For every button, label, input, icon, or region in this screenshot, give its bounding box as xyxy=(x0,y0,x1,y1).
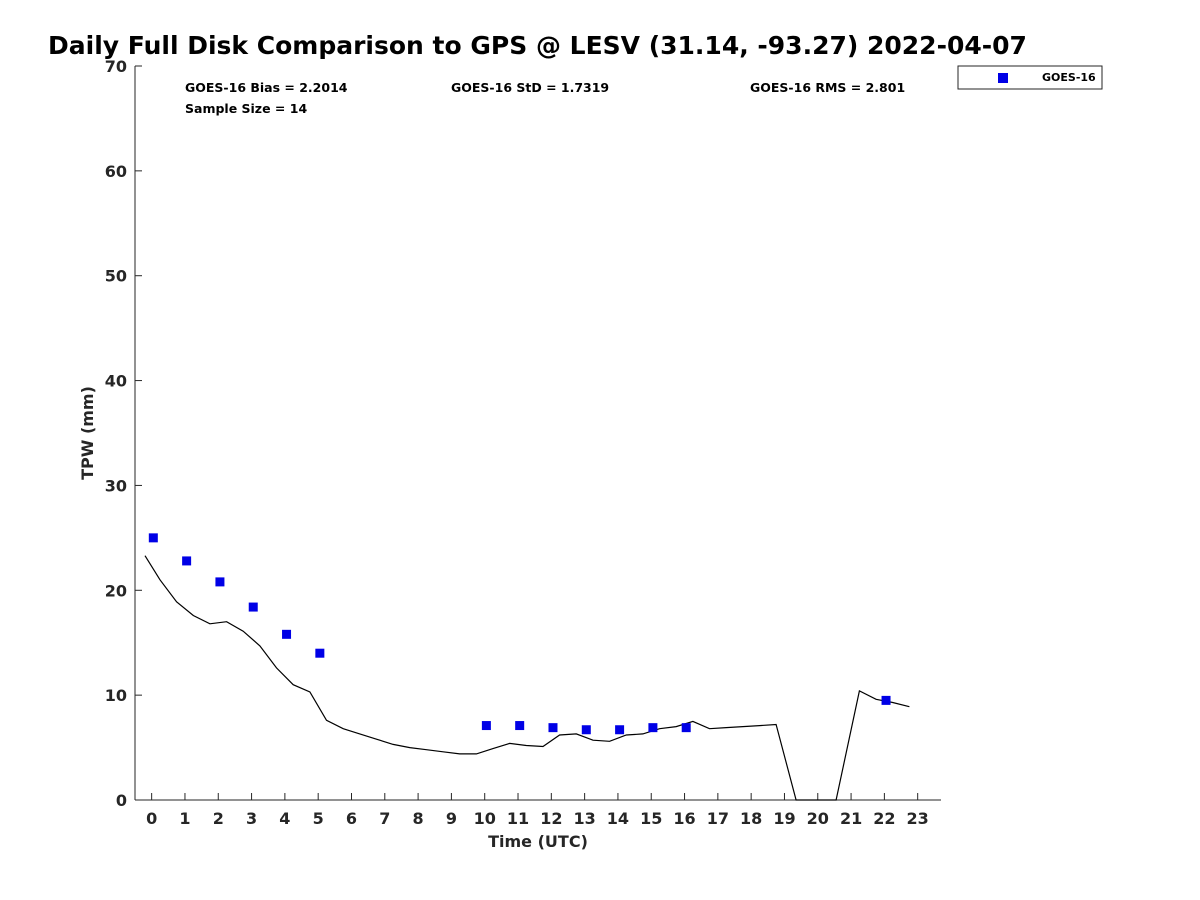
goes16-point xyxy=(648,723,658,733)
y-tick-label: 50 xyxy=(105,267,127,286)
goes16-point xyxy=(248,602,258,612)
x-tick-label: 3 xyxy=(246,809,257,828)
y-tick-label: 20 xyxy=(105,581,127,600)
x-tick-label: 5 xyxy=(313,809,324,828)
legend-marker-goes16 xyxy=(998,73,1008,83)
x-axis-label: Time (UTC) xyxy=(488,832,588,851)
gps-line xyxy=(144,555,910,801)
y-axis: 0 10 20 30 40 50 60 70 xyxy=(105,57,142,810)
x-tick-label: 16 xyxy=(673,809,695,828)
x-tick-label: 22 xyxy=(873,809,895,828)
x-tick-label: 19 xyxy=(773,809,795,828)
x-tick-label: 9 xyxy=(446,809,457,828)
x-tick-label: 7 xyxy=(379,809,390,828)
x-tick-label: 6 xyxy=(346,809,357,828)
x-tick-label: 11 xyxy=(507,809,529,828)
y-tick-label: 60 xyxy=(105,162,127,181)
x-axis: 0 1 2 3 4 5 6 7 8 9 10 11 12 13 14 15 16 17 18 19 20 21 22 23 xyxy=(146,793,929,828)
x-tick-label: 8 xyxy=(413,809,424,828)
y-tick-label: 40 xyxy=(105,372,127,391)
legend-box xyxy=(957,65,1103,90)
y-tick-label: 70 xyxy=(105,57,127,76)
series-layer xyxy=(144,533,910,801)
goes16-point xyxy=(581,725,591,735)
x-tick-label: 4 xyxy=(279,809,290,828)
chart-title: Daily Full Disk Comparison to GPS @ LESV… xyxy=(48,31,1027,60)
std-stat: GOES-16 StD = 1.7319 xyxy=(451,80,609,95)
sample-size-stat: Sample Size = 14 xyxy=(185,101,307,116)
goes16-point xyxy=(315,648,325,658)
goes16-point xyxy=(481,721,491,731)
x-tick-label: 17 xyxy=(707,809,729,828)
y-axis-label: TPW (mm) xyxy=(78,386,97,480)
goes16-point xyxy=(515,721,525,731)
x-tick-label: 18 xyxy=(740,809,762,828)
x-tick-label: 13 xyxy=(573,809,595,828)
x-tick-label: 23 xyxy=(907,809,929,828)
x-tick-label: 20 xyxy=(807,809,829,828)
x-tick-label: 10 xyxy=(474,809,496,828)
goes16-point xyxy=(148,533,158,543)
goes16-point xyxy=(681,723,691,733)
y-tick-label: 0 xyxy=(116,791,127,810)
x-tick-label: 14 xyxy=(607,809,629,828)
bias-stat: GOES-16 Bias = 2.2014 xyxy=(185,80,348,95)
goes16-point xyxy=(282,629,292,639)
goes16-point xyxy=(215,577,225,587)
legend: GOES-16 xyxy=(957,65,1103,90)
goes16-point xyxy=(548,723,558,733)
x-tick-label: 0 xyxy=(146,809,157,828)
x-tick-label: 21 xyxy=(840,809,862,828)
y-tick-label: 10 xyxy=(105,686,127,705)
x-tick-label: 12 xyxy=(540,809,562,828)
legend-label-goes16: GOES-16 xyxy=(1042,71,1096,84)
rms-stat: GOES-16 RMS = 2.801 xyxy=(750,80,905,95)
goes16-point xyxy=(881,695,891,705)
x-tick-label: 1 xyxy=(179,809,190,828)
goes16-point xyxy=(615,725,625,735)
plot-area: 0 1 2 3 4 5 6 7 8 9 10 11 12 13 14 15 16 17 18 19 20 21 22 23 0… xyxy=(105,57,941,828)
goes16-point xyxy=(182,556,192,566)
x-tick-label: 2 xyxy=(213,809,224,828)
y-tick-label: 30 xyxy=(105,476,127,495)
x-tick-label: 15 xyxy=(640,809,662,828)
